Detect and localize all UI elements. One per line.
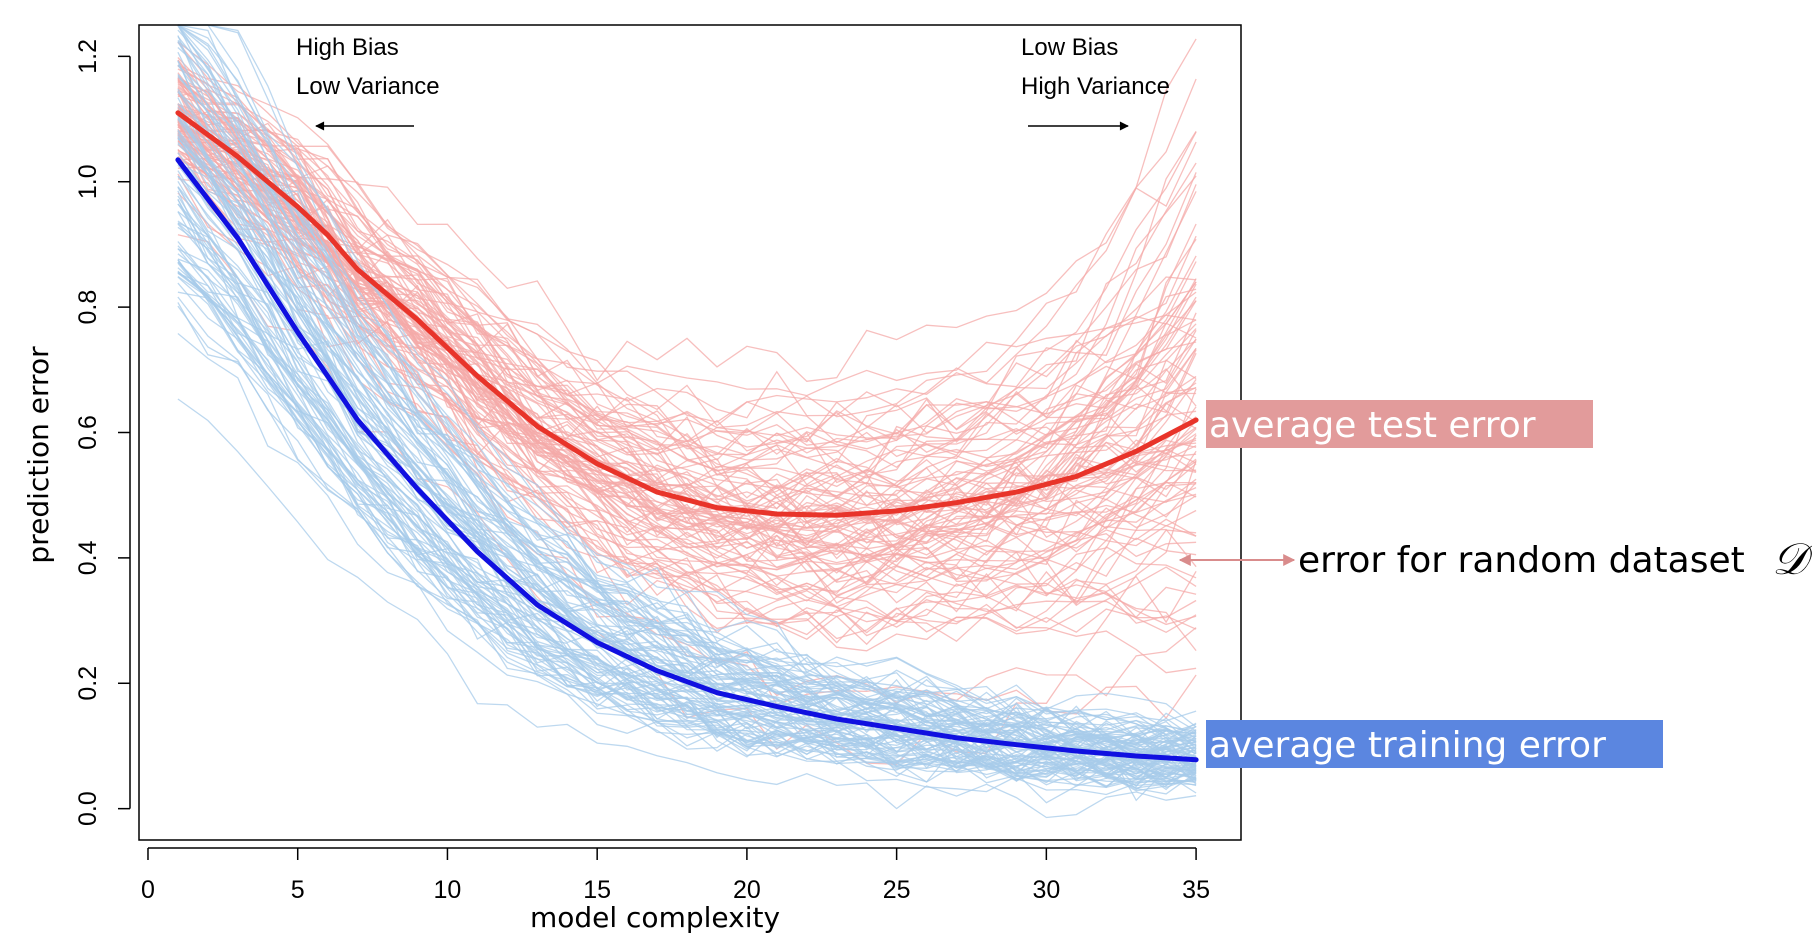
dataset-symbol: 𝒟 <box>1772 534 1812 585</box>
test-realization-line <box>177 78 1197 509</box>
test-realization-line <box>177 38 1197 423</box>
test-realization-line <box>177 41 1197 397</box>
test-realization-line <box>177 106 1197 499</box>
test-realization-line <box>177 59 1197 450</box>
train-realization-line <box>177 267 1197 783</box>
train-realization-line <box>177 180 1197 761</box>
train-realization-line <box>177 135 1197 758</box>
train-realization-line <box>177 332 1197 794</box>
train-realization-line <box>177 226 1197 781</box>
test-realization-line <box>177 75 1197 461</box>
train-realization-line <box>177 24 1197 754</box>
x-tick-label: 5 <box>291 876 305 904</box>
train-realization-line <box>177 47 1197 746</box>
mean-curves <box>175 110 1199 763</box>
low-bias-label: Low Bias <box>1021 34 1118 61</box>
test-realization-line <box>177 57 1197 427</box>
test-realization-line <box>177 125 1197 544</box>
train-realization-line <box>177 398 1197 819</box>
train-realization-line <box>177 259 1197 789</box>
train-realization-line <box>177 91 1197 767</box>
realization-lines <box>177 24 1197 819</box>
train-realization-line <box>177 39 1197 745</box>
x-tick-label: 30 <box>1032 876 1060 904</box>
test-realization-line <box>177 126 1197 564</box>
train-realization-line <box>177 24 1197 728</box>
train-realization-line <box>177 211 1197 770</box>
train-realization-line <box>177 138 1197 777</box>
train-realization-line <box>177 111 1197 755</box>
x-axis-title: model complexity <box>530 901 780 934</box>
test-realization-line <box>177 72 1197 464</box>
x-tick-label: 10 <box>434 876 462 904</box>
test-realization-line <box>177 130 1197 549</box>
test-realization-line <box>177 137 1197 637</box>
train-realization-line <box>177 262 1197 783</box>
train-realization-line <box>177 41 1197 738</box>
y-tick-label: 1.2 <box>74 39 102 74</box>
test-realization-line <box>177 148 1197 643</box>
training-error-badge <box>1206 720 1663 768</box>
train-realization-line <box>177 118 1197 764</box>
test-error-badge <box>1206 400 1593 448</box>
x-tick-label: 20 <box>733 876 761 904</box>
test-realization-line <box>177 149 1197 630</box>
train-realization-line <box>177 36 1197 745</box>
low-variance-label: Low Variance <box>296 73 440 100</box>
y-tick-label: 0.2 <box>74 666 102 701</box>
test-realization-line <box>177 136 1197 558</box>
y-tick-label: 0.0 <box>74 791 102 826</box>
test-realization-line <box>177 80 1197 448</box>
y-tick-label: 0.4 <box>74 540 102 575</box>
train-realization-line <box>177 64 1197 750</box>
test-realization-line <box>177 123 1197 582</box>
y-axis: 0.0 0.2 0.4 0.6 0.8 1.0 1.2 <box>74 39 131 826</box>
train-realization-line <box>177 275 1197 787</box>
train-realization-line <box>177 24 1197 736</box>
train-realization-line <box>177 97 1197 766</box>
high-bias-label: High Bias <box>296 34 399 61</box>
test-realization-line <box>177 114 1197 524</box>
test-realization-line <box>177 64 1197 419</box>
test-realization-line <box>177 77 1197 456</box>
test-realization-line <box>177 95 1197 486</box>
test-error-badge-label: average test error <box>1209 405 1536 446</box>
average-training-error-line <box>175 157 1199 763</box>
x-tick-label: 25 <box>883 876 911 904</box>
x-tick-label: 35 <box>1182 876 1210 904</box>
y-tick-label: 0.6 <box>74 415 102 450</box>
test-realization-line <box>177 93 1197 499</box>
train-realization-line <box>177 222 1197 777</box>
training-error-badge-label: average training error <box>1209 725 1606 766</box>
train-realization-line <box>177 245 1197 785</box>
test-realization-line <box>177 130 1197 646</box>
test-realization-line <box>177 122 1197 547</box>
test-realization-line <box>177 106 1197 525</box>
test-realization-line <box>177 159 1197 674</box>
y-tick-label: 1.0 <box>74 164 102 199</box>
y-tick-label: 0.8 <box>74 290 102 325</box>
x-tick-label: 0 <box>141 876 155 904</box>
high-variance-label: High Variance <box>1021 73 1170 100</box>
y-axis-title: prediction error <box>22 346 55 564</box>
train-realization-line <box>177 51 1197 751</box>
x-tick-label: 15 <box>583 876 611 904</box>
test-realization-line <box>177 130 1197 571</box>
test-realization-line <box>177 83 1197 439</box>
test-realization-line <box>177 91 1197 568</box>
train-realization-line <box>177 35 1197 758</box>
train-realization-line <box>177 24 1197 742</box>
x-axis: 0 5 10 15 20 25 30 35 <box>141 847 1210 904</box>
average-test-error-line <box>175 110 1199 518</box>
dataset-label: error for random dataset <box>1298 540 1745 581</box>
train-realization-line <box>177 261 1197 782</box>
test-realization-line <box>177 103 1197 539</box>
train-realization-line <box>177 24 1197 747</box>
